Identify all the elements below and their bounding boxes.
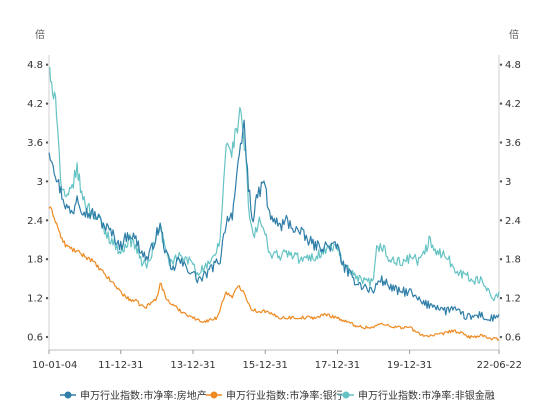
y-tick-label-left: 0.6 [27,333,43,344]
legend-item-bank[interactable]: 申万行业指数:市净率:银行 [206,389,343,402]
legend-label-bank: 申万行业指数:市净率:银行 [226,389,343,402]
y-tick-dot-left [45,219,49,222]
y-tick-label-right: 4.2 [505,99,521,110]
series-line-bank [48,206,500,341]
y-tick-label-right: 2.4 [505,216,521,227]
left-y-ticks: 0.6 1.2 1.8 2.4 3 3.6 4.2 4.8 [27,60,49,344]
x-tick-label: 10-01-04 [32,360,77,371]
y-tick-label-right: 1.8 [505,255,521,266]
right-y-ticks: 0.6 1.2 1.8 2.4 3 3.6 4.2 4.8 [499,60,521,344]
y-tick-dot-right [499,180,503,183]
y-tick-dot-right [499,335,503,339]
legend-marker-bank [210,391,218,399]
series-layer [48,66,500,341]
x-tick-label: 15-12-31 [243,360,288,371]
y-tick-dot-left [45,180,49,183]
y-tick-dot-right [499,296,503,300]
legend: 申万行业指数:市净率:房地产 申万行业指数:市净率:银行 申万行业指数:市净率:… [60,389,495,402]
legend-item-non-bank[interactable]: 申万行业指数:市净率:非银金融 [338,389,495,402]
y-tick-label-left: 3 [37,177,43,188]
y-tick-label-left: 1.8 [27,255,43,266]
legend-label-real-estate: 申万行业指数:市净率:房地产 [80,389,207,402]
legend-label-non-bank: 申万行业指数:市净率:非银金融 [358,389,495,402]
x-tick-label: 11-12-31 [98,360,143,371]
y-tick-dot-left [45,63,49,66]
series-line-non-bank [48,66,500,302]
y-tick-label-right: 0.6 [505,333,521,344]
y-tick-label-left: 2.4 [27,216,43,227]
left-axis-unit: 倍 [35,28,45,41]
y-tick-label-left: 3.6 [27,138,43,149]
y-tick-dot-left [45,102,49,105]
y-tick-dot-left [45,258,49,261]
legend-marker-real-estate [64,391,72,399]
x-tick-label: 22-06-22 [477,360,522,371]
series-line-real-estate [48,119,500,322]
y-tick-dot-right [499,63,503,66]
y-tick-label-right: 4.8 [505,60,521,71]
y-tick-dot-left [45,296,49,300]
x-tick-label: 13-12-31 [170,360,215,371]
x-ticks: 10-01-04 11-12-31 13-12-31 15-12-31 17-12-31… [32,350,522,371]
y-tick-label-left: 4.2 [27,99,43,110]
x-tick-label: 17-12-31 [315,360,360,371]
y-tick-label-left: 4.8 [27,60,43,71]
y-tick-dot-right [499,141,503,144]
x-tick-label: 19-12-31 [387,360,432,371]
y-tick-dot-right [499,219,503,222]
y-tick-label-right: 1.2 [505,294,521,305]
legend-item-real-estate[interactable]: 申万行业指数:市净率:房地产 [60,389,207,402]
y-tick-label-right: 3.6 [505,138,521,149]
y-tick-dot-left [45,141,49,144]
legend-marker-non-bank [342,391,350,399]
y-tick-label-right: 3 [505,177,511,188]
y-tick-dot-right [499,102,503,105]
y-tick-dot-right [499,258,503,261]
y-tick-label-left: 1.2 [27,294,43,305]
y-tick-dot-left [45,335,49,339]
right-axis-unit: 倍 [509,28,519,41]
